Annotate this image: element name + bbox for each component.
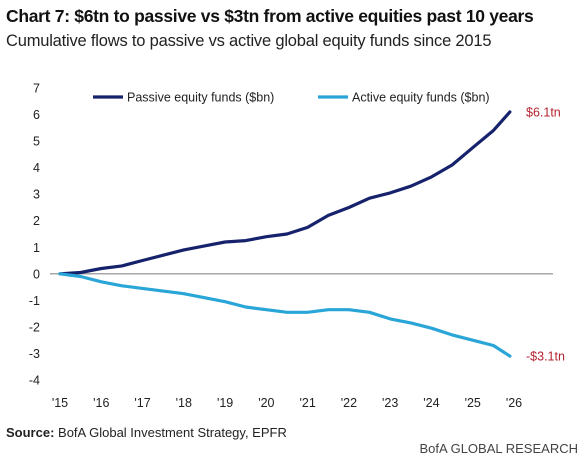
y-tick-label: 6 [33,108,40,122]
chart-title: Chart 7: $6tn to passive vs $3tn from ac… [6,6,534,26]
passive-series-line [58,110,512,276]
y-tick-label: 2 [33,214,40,228]
legend-active: Active equity funds ($bn) [318,91,490,105]
end-labels: $6.1tn -$3.1tn [526,105,565,363]
legend-active-label: Active equity funds ($bn) [352,91,490,105]
x-tick-label: '21 [299,396,315,410]
x-tick-label: '22 [341,396,357,410]
y-axis: 7 6 5 4 3 2 1 0 -1 -2 -3 -4 [29,82,40,388]
x-tick-label: '17 [134,396,150,410]
y-tick-label: -4 [29,374,40,388]
y-tick-label: 0 [33,267,40,281]
passive-end-label: $6.1tn [526,105,561,119]
source-note: Source: BofA Global Investment Strategy,… [6,425,287,440]
x-tick-label: '24 [423,396,439,410]
x-tick-label: '26 [506,396,522,410]
y-tick-label: -3 [29,347,40,361]
chart-subtitle: Cumulative flows to passive vs active gl… [6,32,492,50]
y-tick-label: 5 [33,135,40,149]
source-text: BofA Global Investment Strategy, EPFR [58,425,287,440]
y-tick-label: -2 [29,320,40,334]
line-chart: 7 6 5 4 3 2 1 0 -1 -2 -3 -4 '15 '16 '17 '18 '19 '20 '21 '2… [29,82,565,411]
x-tick-label: '18 [176,396,192,410]
x-axis: '15 '16 '17 '18 '19 '20 '21 '22 '23 '24 '25 '26 [52,396,522,410]
y-tick-label: 4 [33,161,40,175]
active-series-line [58,272,512,358]
legend-passive-label: Passive equity funds ($bn) [127,91,274,105]
x-tick-label: '16 [93,396,109,410]
series-layer [58,110,512,358]
x-tick-label: '19 [217,396,233,410]
source-label: Source: [6,425,55,440]
legend-passive: Passive equity funds ($bn) [93,91,274,105]
active-end-label: -$3.1tn [526,350,565,364]
legend: Passive equity funds ($bn) Active equity … [93,91,490,105]
brand-label: BofA GLOBAL RESEARCH [419,441,578,456]
x-tick-label: '25 [465,396,481,410]
x-tick-label: '23 [382,396,398,410]
y-tick-label: -1 [29,294,40,308]
y-tick-label: 3 [33,188,40,202]
y-tick-label: 7 [33,82,40,96]
x-tick-label: '20 [258,396,274,410]
y-tick-label: 1 [33,241,40,255]
x-tick-label: '15 [52,396,68,410]
